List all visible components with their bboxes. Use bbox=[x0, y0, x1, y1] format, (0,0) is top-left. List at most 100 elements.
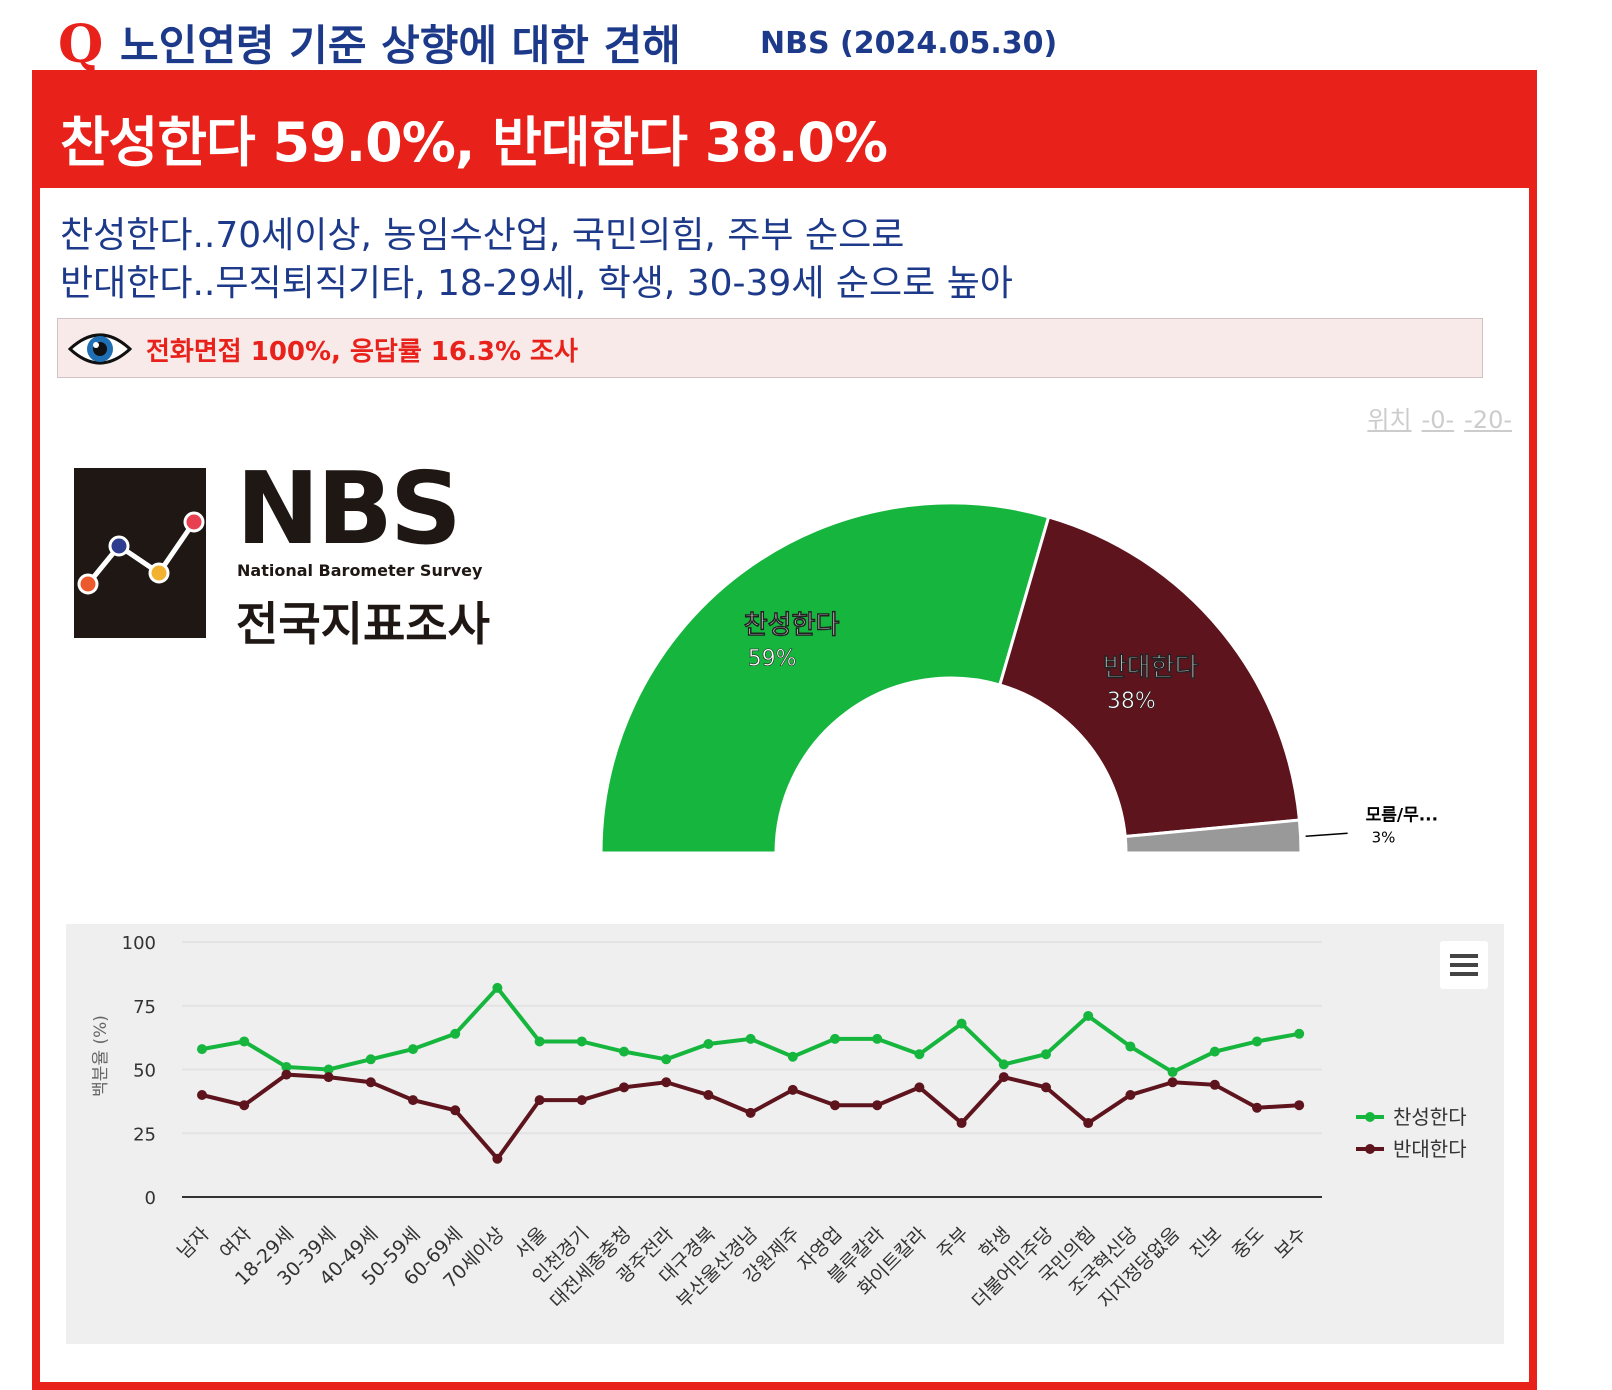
data-point bbox=[1209, 1046, 1220, 1057]
data-point bbox=[703, 1039, 714, 1049]
data-point bbox=[787, 1084, 798, 1095]
data-point bbox=[745, 1107, 756, 1118]
slice-value: 38% bbox=[1107, 689, 1156, 714]
data-point bbox=[661, 1054, 672, 1065]
y-tick-label: 75 bbox=[133, 997, 156, 1018]
menu-icon-bar bbox=[1450, 972, 1478, 976]
semicircle-donut-chart: 찬성한다 59% 반대한다 38% 모름/무... 3% bbox=[599, 501, 1439, 855]
x-tick-label: 남자 bbox=[173, 1223, 213, 1263]
x-tick-label: 진보 bbox=[1186, 1223, 1226, 1263]
gauge-slice bbox=[1123, 818, 1303, 855]
data-point bbox=[281, 1069, 292, 1080]
data-point bbox=[1252, 1036, 1262, 1047]
logo-english: National Barometer Survey bbox=[237, 561, 483, 580]
slice-label: 모름/무... bbox=[1366, 805, 1439, 825]
slice-label: 반대한다 bbox=[1103, 653, 1199, 683]
y-tick-label: 100 bbox=[122, 933, 156, 954]
data-point bbox=[1167, 1067, 1178, 1078]
data-point bbox=[365, 1054, 376, 1065]
data-point bbox=[450, 1105, 461, 1116]
logo-nbs: NBS bbox=[236, 450, 462, 567]
data-point bbox=[492, 1153, 503, 1164]
position-label[interactable]: 위치 bbox=[1367, 406, 1412, 434]
legend-label: 찬성한다 bbox=[1393, 1105, 1467, 1129]
legend-label: 반대한다 bbox=[1393, 1137, 1467, 1161]
leader-line bbox=[1305, 832, 1348, 838]
data-point bbox=[534, 1036, 545, 1047]
x-tick-label: 주부 bbox=[933, 1223, 973, 1263]
data-point bbox=[956, 1018, 967, 1029]
data-point bbox=[450, 1028, 461, 1039]
data-point bbox=[914, 1082, 925, 1093]
data-point bbox=[787, 1051, 798, 1062]
data-point bbox=[197, 1090, 207, 1100]
data-point bbox=[1252, 1102, 1262, 1113]
x-tick-label: 중도 bbox=[1228, 1223, 1268, 1263]
data-point bbox=[872, 1100, 883, 1111]
y-tick-label: 50 bbox=[133, 1061, 156, 1082]
data-point bbox=[239, 1100, 250, 1111]
legend-marker bbox=[1365, 1112, 1375, 1122]
chart-menu-button[interactable] bbox=[1440, 941, 1488, 989]
menu-icon bbox=[1450, 954, 1478, 958]
data-point bbox=[1041, 1082, 1051, 1093]
headline: 찬성한다 59.0%, 반대한다 38.0% bbox=[60, 111, 888, 174]
source-date: NBS (2024.05.30) bbox=[760, 26, 1058, 61]
nbs-logo-mark bbox=[74, 468, 206, 638]
data-point bbox=[830, 1033, 840, 1044]
data-point bbox=[703, 1090, 714, 1100]
y-axis-title: 백분율 (%) bbox=[91, 1015, 111, 1097]
gauge-slice bbox=[997, 515, 1302, 839]
question-mark: Q bbox=[58, 14, 104, 75]
data-point bbox=[408, 1095, 418, 1106]
position-links: 위치 -0- -20- bbox=[1357, 400, 1512, 435]
data-point bbox=[534, 1095, 545, 1106]
data-point bbox=[1125, 1090, 1136, 1100]
data-point bbox=[914, 1049, 925, 1060]
data-point bbox=[619, 1082, 629, 1093]
logo-korean: 전국지표조사 bbox=[236, 597, 490, 651]
data-point bbox=[661, 1077, 672, 1088]
slice-label: 찬성한다 bbox=[744, 610, 840, 640]
data-point bbox=[1083, 1010, 1094, 1021]
data-point bbox=[239, 1036, 250, 1047]
x-tick-label: 보수 bbox=[1270, 1223, 1310, 1263]
position-link-20[interactable]: -20- bbox=[1464, 406, 1512, 434]
data-point bbox=[492, 982, 503, 993]
data-point bbox=[197, 1044, 207, 1055]
data-point bbox=[323, 1072, 334, 1083]
data-point bbox=[576, 1095, 587, 1106]
data-point bbox=[1041, 1049, 1051, 1060]
data-point bbox=[998, 1059, 1009, 1070]
data-point bbox=[619, 1046, 629, 1057]
slice-value: 59% bbox=[748, 646, 797, 671]
chart-logo-icon bbox=[77, 511, 205, 595]
menu-icon-bar bbox=[1450, 963, 1478, 967]
y-tick-label: 25 bbox=[133, 1124, 156, 1145]
data-point bbox=[1125, 1041, 1136, 1052]
data-point bbox=[323, 1064, 334, 1075]
data-point bbox=[872, 1033, 883, 1044]
survey-info-box: 전화면접 100%, 응답률 16.3% 조사 bbox=[57, 318, 1483, 378]
eye-icon bbox=[68, 333, 132, 365]
slice-value: 3% bbox=[1372, 828, 1396, 846]
legend-marker bbox=[1365, 1144, 1375, 1154]
data-point bbox=[1167, 1077, 1178, 1088]
data-point bbox=[1294, 1028, 1305, 1039]
headline-band bbox=[32, 70, 1537, 188]
data-point bbox=[998, 1072, 1009, 1083]
gauge-slice bbox=[599, 501, 1051, 855]
data-point bbox=[745, 1033, 756, 1044]
data-point bbox=[1294, 1100, 1305, 1111]
data-point bbox=[365, 1077, 376, 1088]
summary-line-1: 찬성한다..70세이상, 농임수산업, 국민의힘, 주부 순으로 bbox=[60, 215, 905, 256]
y-tick-label: 0 bbox=[145, 1188, 156, 1209]
data-point bbox=[576, 1036, 587, 1047]
data-point bbox=[830, 1100, 840, 1111]
data-point bbox=[281, 1061, 292, 1072]
page-title: 노인연령 기준 상향에 대한 견해 bbox=[120, 21, 681, 70]
summary-line-2: 반대한다..무직퇴직기타, 18-29세, 학생, 30-39세 순으로 높아 bbox=[60, 263, 1013, 304]
position-link-0[interactable]: -0- bbox=[1421, 406, 1455, 434]
survey-info-text: 전화면접 100%, 응답률 16.3% 조사 bbox=[146, 337, 578, 367]
